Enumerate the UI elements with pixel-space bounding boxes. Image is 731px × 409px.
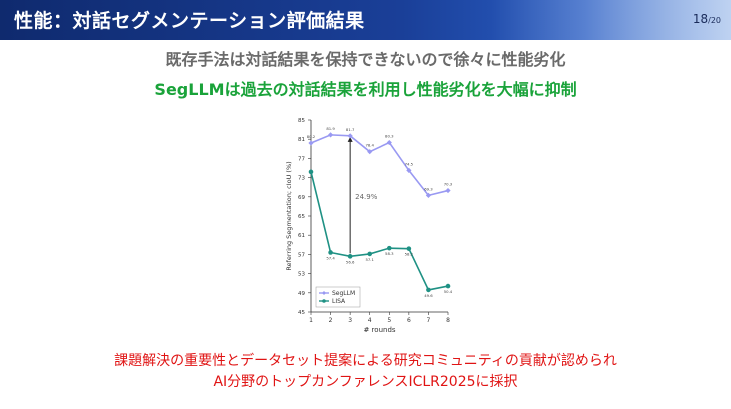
data-point-lisa <box>367 251 373 257</box>
annotation-label: 24.9% <box>355 193 378 201</box>
data-point-lisa <box>426 287 431 293</box>
x-tick-label: 4 <box>368 317 372 324</box>
y-tick-label: 73 <box>298 176 305 182</box>
data-point-segllm <box>308 140 314 146</box>
x-tick-label: 2 <box>329 317 333 324</box>
data-point-lisa <box>386 245 392 251</box>
legend-marker-segllm <box>322 291 326 295</box>
y-tick-label: 81 <box>298 137 305 143</box>
page-number: 18/20 <box>693 12 721 26</box>
subtitle-line-2: SegLLMは過去の対話結果を利用し性能劣化を大幅に抑制 <box>154 80 577 99</box>
slide-header: 性能：対話セグメンテーション評価結果 18/20 <box>0 0 731 40</box>
footer-line-2: AI分野のトップカンファレンスICLR2025に採択 <box>213 374 518 390</box>
y-tick-label: 77 <box>298 156 305 162</box>
x-tick-label: 6 <box>407 317 411 324</box>
data-point-lisa <box>347 254 353 259</box>
subtitle-line-1: 既存手法は対話結果を保持できないので徐々に性能劣化 <box>165 50 566 69</box>
data-point-segllm <box>445 187 451 194</box>
slide-title: 性能：対話セグメンテーション評価結果 <box>14 10 365 32</box>
data-label-lisa: 57.4 <box>326 255 335 260</box>
data-label-lisa: 50.4 <box>444 289 453 294</box>
page-total: /20 <box>708 16 721 25</box>
y-tick-label: 49 <box>298 291 305 297</box>
data-label-segllm: 80.3 <box>385 134 394 139</box>
legend-box <box>315 286 361 308</box>
y-tick-label: 61 <box>298 233 305 239</box>
data-point-segllm <box>367 149 373 155</box>
y-tick-label: 85 <box>298 118 305 124</box>
footer-line-1: 課題解決の重要性とデータセット提案による研究コミュニティの貢献が認められ <box>114 353 617 369</box>
y-tick-label: 53 <box>298 272 305 278</box>
y-tick-label: 57 <box>298 252 305 258</box>
chart-container: 45 49 53 57 61 65 69 73 77 81 85 1 2 3 4 5 6 7 8 # rounds Re… <box>263 113 463 341</box>
annotation-arrow-head <box>347 136 353 142</box>
x-axis-label: # rounds <box>363 326 395 334</box>
data-label-segllm: 80.2 <box>307 134 316 139</box>
x-tick-label: 5 <box>387 317 391 324</box>
x-tick-label: 1 <box>309 317 313 324</box>
legend-marker-lisa <box>322 299 326 303</box>
data-label-lisa: 57.1 <box>365 257 374 262</box>
data-label-segllm: 74.5 <box>405 161 414 166</box>
y-axis-label: Referring Segmentation; cIoU (%) <box>285 161 293 270</box>
data-label-segllm: 81.9 <box>326 126 335 131</box>
header-sheen <box>491 0 731 40</box>
data-point-lisa <box>308 169 314 175</box>
x-tick-label: 8 <box>446 317 450 324</box>
data-label-segllm: 70.3 <box>444 182 453 187</box>
data-point-lisa <box>328 250 333 255</box>
data-label-lisa: 49.6 <box>424 293 433 298</box>
page-current: 18 <box>692 12 709 26</box>
series-line-lisa <box>310 171 449 291</box>
x-tick-label: 3 <box>348 317 352 324</box>
data-point-segllm <box>327 132 334 138</box>
y-tick-label: 45 <box>298 310 305 316</box>
data-label-lisa: 58.2 <box>405 252 414 257</box>
data-point-lisa <box>406 246 412 251</box>
y-tick-label: 65 <box>298 214 305 220</box>
data-label-lisa: 58.3 <box>385 251 394 256</box>
data-label-lisa: 56.6 <box>346 259 355 264</box>
legend-label-segllm: SegLLM <box>332 290 355 297</box>
data-point-lisa <box>445 283 451 289</box>
data-label-segllm: 81.7 <box>346 127 355 132</box>
x-tick-label: 7 <box>427 317 431 324</box>
y-tick-label: 69 <box>298 195 305 201</box>
data-label-segllm: 78.4 <box>365 143 374 148</box>
data-label-segllm: 69.3 <box>424 186 433 191</box>
series-line-segllm <box>310 134 449 197</box>
legend-label-lisa: LISA <box>332 298 346 305</box>
